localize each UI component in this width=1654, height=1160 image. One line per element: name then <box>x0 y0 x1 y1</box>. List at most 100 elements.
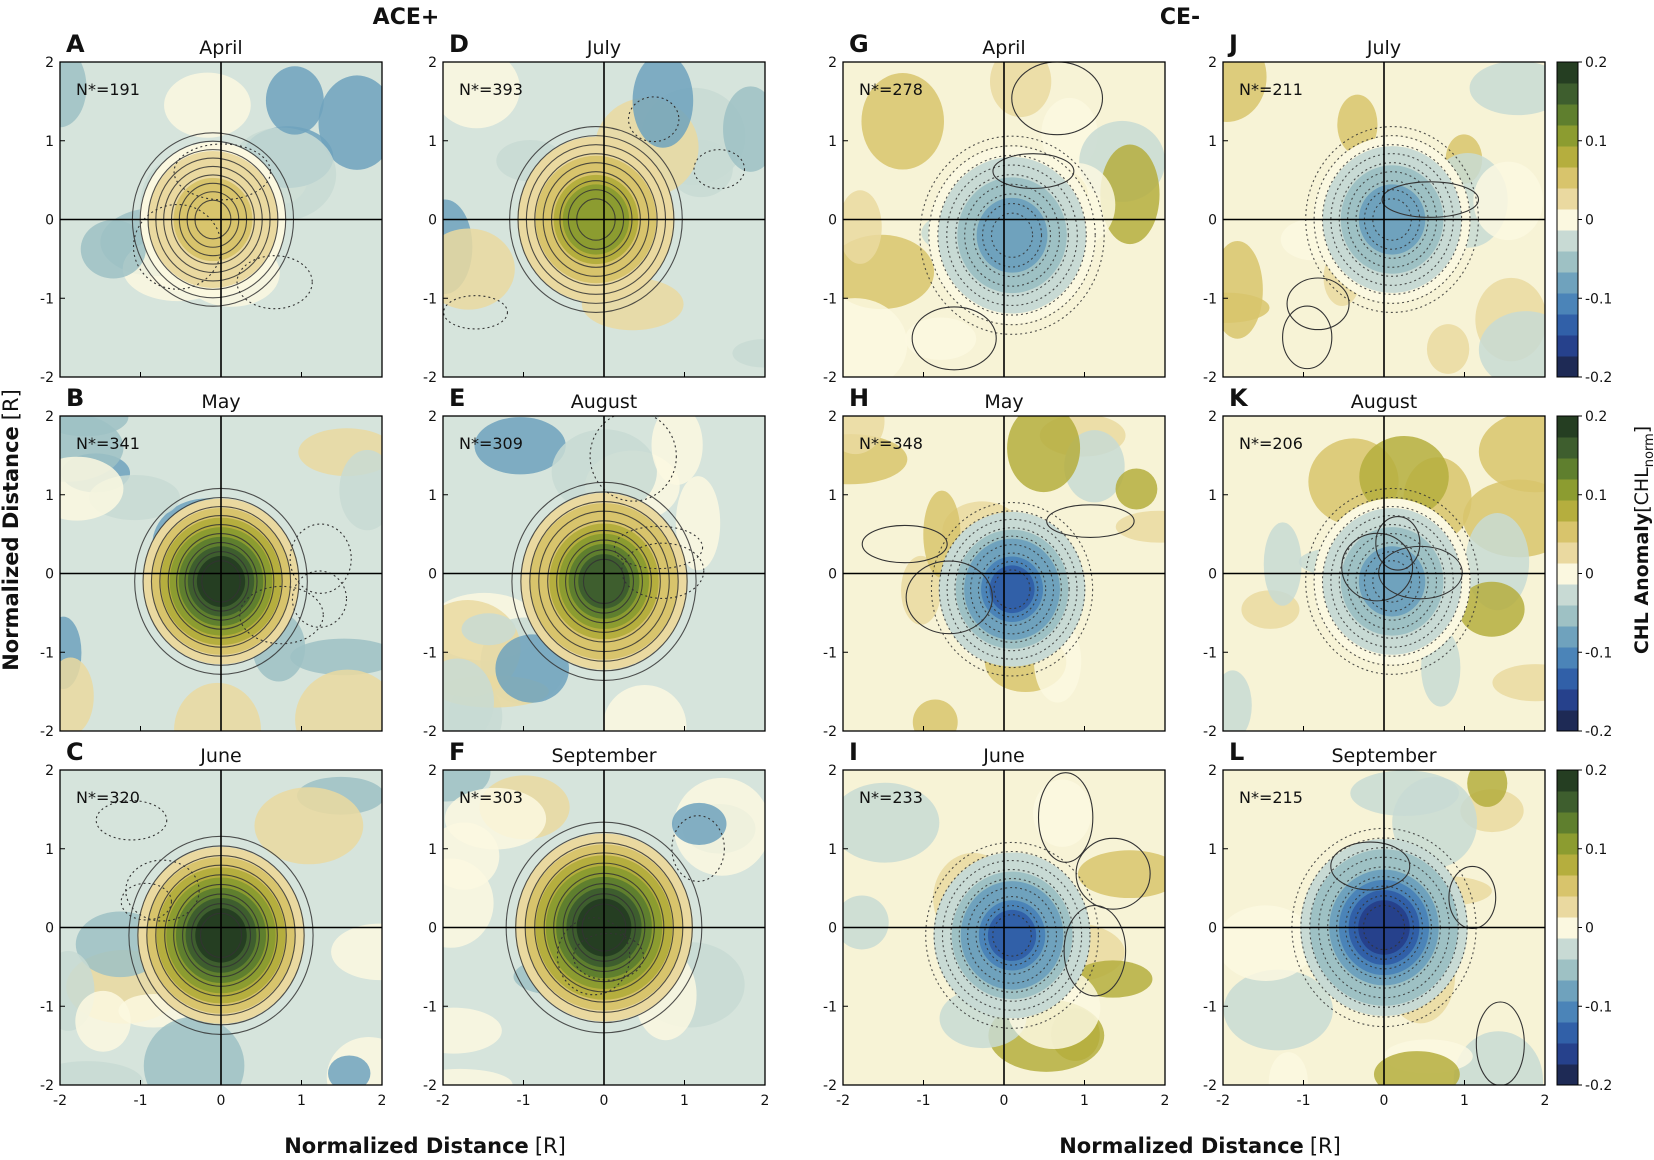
outer-contour <box>95 800 168 841</box>
x-tick-label: 1 <box>1080 1093 1089 1109</box>
noise-patch <box>290 638 382 676</box>
sla-contour <box>975 896 1049 975</box>
panel-letter: F <box>449 738 465 766</box>
colorbar-swatch <box>1557 167 1578 189</box>
colorbar-swatch <box>1557 689 1578 711</box>
sla-contour <box>983 905 1041 966</box>
outer-contour <box>1286 277 1350 331</box>
sla-contour <box>1363 551 1421 612</box>
x-tick-label: -2 <box>836 1093 850 1109</box>
y-tick-label: 0 <box>828 213 837 229</box>
panel-h: 2 1 0 -1 -2 H May N*=348 <box>823 384 1166 740</box>
x-tick-label: -1 <box>1297 1093 1311 1109</box>
y-tick-label: -1 <box>823 645 837 661</box>
y-tick-label: 1 <box>828 842 837 858</box>
outer-contour <box>291 570 348 628</box>
panel-b-field <box>60 416 382 731</box>
y-tick-label: -1 <box>1203 999 1217 1015</box>
y-tick-label: 2 <box>45 409 54 425</box>
outer-contour <box>443 295 509 330</box>
colorbar-swatch <box>1557 479 1578 501</box>
y-tick-label: 0 <box>1208 921 1217 937</box>
noise-patch <box>843 895 889 950</box>
noise-patch <box>75 990 131 1052</box>
colorbar-swatch <box>1557 584 1578 606</box>
panel-letter: B <box>66 384 84 412</box>
y-tick-label: -1 <box>823 291 837 307</box>
colorbar-tick-label: 0 <box>1585 567 1594 583</box>
panel-letter: C <box>66 738 84 766</box>
x-tick-label: 1 <box>297 1093 306 1109</box>
noise-patch <box>723 86 765 172</box>
noise-patch <box>443 228 515 310</box>
x-tick-label: -1 <box>517 1093 531 1109</box>
x-tick-label: 0 <box>1000 1093 1009 1109</box>
colorbar-swatch <box>1557 335 1578 357</box>
noise-patch <box>843 298 908 377</box>
colorbars: 0.2 0.1 0 -0.1 -0.2 0.2 0.1 0 -0.1 -0.2 0.2 0.1 0 -0.… <box>1556 55 1612 1094</box>
panel-grid: 2 1 0 -1 -2 A April N*=191 2 1 0 -1 -2 B May N*=341 2 1 0 -… <box>40 30 1549 1109</box>
panel-sample-count: N*=191 <box>76 80 140 99</box>
sla-contour <box>1321 505 1463 657</box>
y-tick-label: 0 <box>428 567 437 583</box>
y-tick-label: -1 <box>40 645 54 661</box>
colorbar-swatch <box>1557 188 1578 210</box>
y-tick-label: 2 <box>1208 409 1217 425</box>
noise-patch <box>1478 416 1545 493</box>
y-tick-label: 2 <box>1208 763 1217 779</box>
noise-patch <box>164 72 251 138</box>
colorbar-3: 0.2 0.1 0 -0.1 -0.2 <box>1556 763 1612 1094</box>
colorbar-title-unit: [CHL <box>1631 467 1653 513</box>
outer-contour <box>671 815 725 882</box>
outer-contour <box>1381 181 1480 218</box>
sla-contour <box>930 501 1094 677</box>
colorbar-swatch <box>1557 791 1578 813</box>
panel-e-field <box>443 416 765 731</box>
outer-contour <box>1475 1001 1525 1085</box>
colorbar-tick-label: 0.1 <box>1585 842 1607 858</box>
noise-patch <box>443 858 494 948</box>
colorbar-swatch <box>1557 770 1578 792</box>
sla-contour <box>941 859 1083 1011</box>
colorbar-swatch <box>1557 626 1578 648</box>
x-tick-label: 0 <box>600 1093 609 1109</box>
colorbar-swatch <box>1557 1001 1578 1023</box>
x-tick-label: -2 <box>436 1093 450 1109</box>
colorbar-swatch <box>1557 62 1578 84</box>
sla-contour <box>964 183 1060 287</box>
y-tick-label: 1 <box>45 488 54 504</box>
y-tick-label: 1 <box>428 488 437 504</box>
noise-patch <box>1223 292 1270 323</box>
noise-patch <box>60 1061 144 1085</box>
colorbar-tick-label: -0.2 <box>1585 724 1612 740</box>
outer-contour <box>289 523 352 594</box>
panel-month: May <box>984 391 1023 413</box>
y-tick-label: -2 <box>823 724 837 740</box>
noise-patch <box>1223 240 1263 339</box>
noise-patch <box>1115 468 1158 510</box>
noise-patch <box>1007 416 1081 493</box>
sla-contour <box>970 544 1055 635</box>
colorbar-swatch <box>1557 980 1578 1002</box>
y-tick-label: 2 <box>828 409 837 425</box>
colorbar-swatch <box>1557 938 1578 960</box>
colorbar-swatch <box>1557 500 1578 522</box>
noise-patch <box>651 416 703 485</box>
colorbar-swatch <box>1557 272 1578 294</box>
y-tick-label: 1 <box>45 842 54 858</box>
panel-b: 2 1 0 -1 -2 B May N*=341 <box>40 384 383 740</box>
colorbar-swatch <box>1557 833 1578 855</box>
sla-contour <box>950 868 1074 1002</box>
outer-contour <box>911 306 997 371</box>
colorbar-tick-label: -0.2 <box>1585 370 1612 386</box>
sla-contour <box>946 518 1078 660</box>
y-tick-label: -1 <box>823 999 837 1015</box>
panel-sample-count: N*=309 <box>459 434 523 453</box>
outer-contour <box>1037 772 1094 863</box>
noise-patch <box>1263 522 1302 606</box>
sla-contour <box>982 202 1043 268</box>
outer-contour <box>693 149 746 190</box>
noise-patch <box>1458 581 1525 637</box>
